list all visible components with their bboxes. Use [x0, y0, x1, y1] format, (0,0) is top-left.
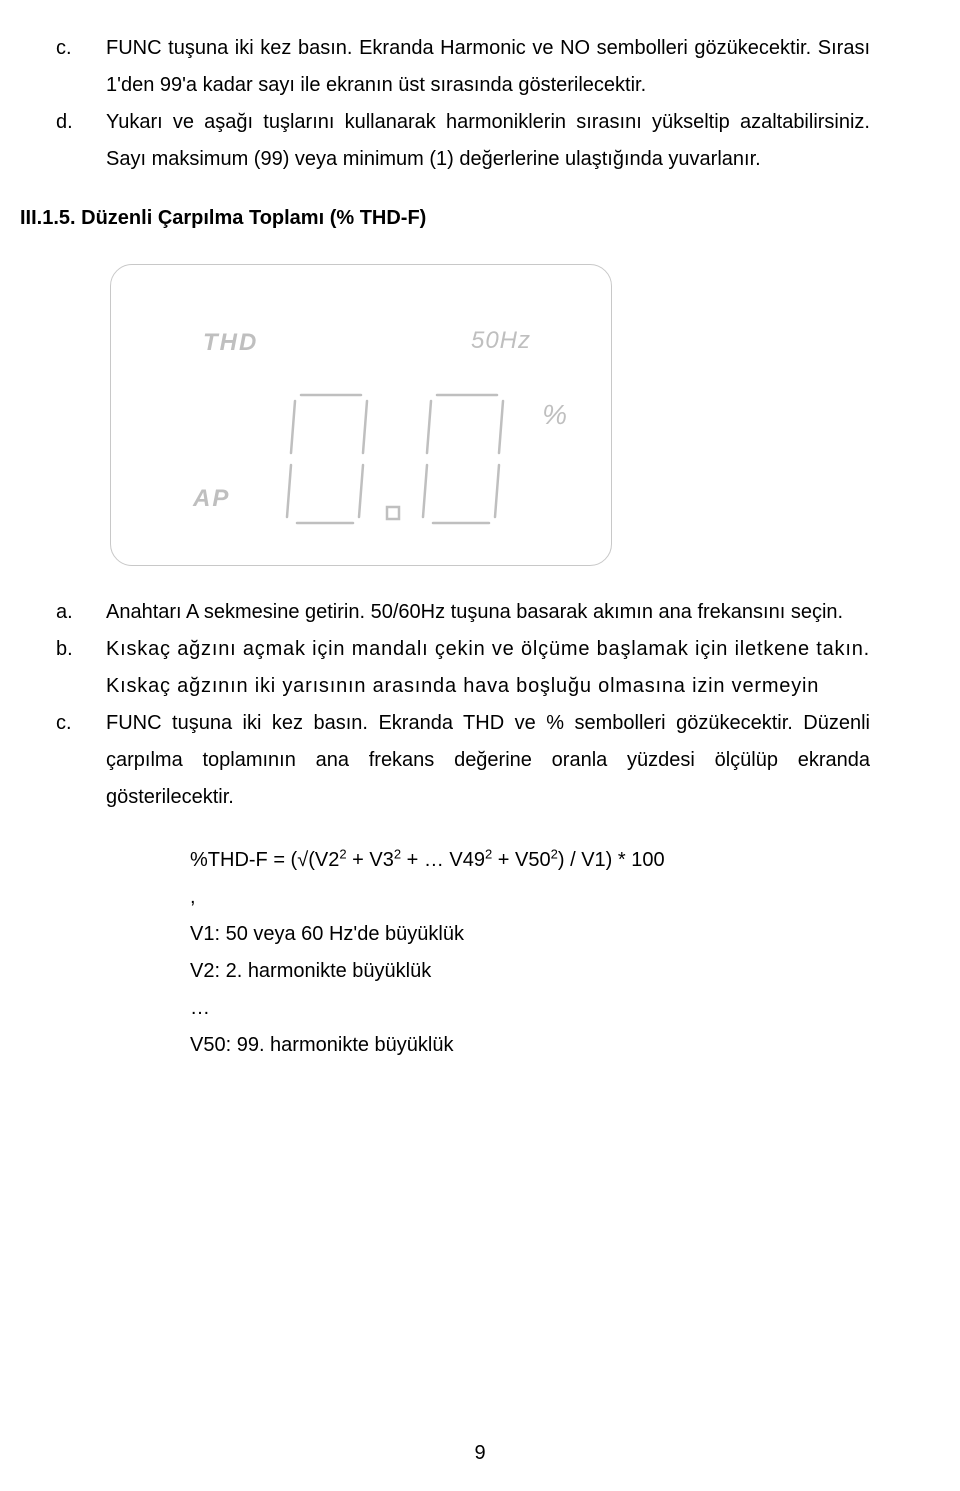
formula-part: + V50 — [492, 849, 550, 871]
lcd-thd-label: THD — [203, 329, 258, 357]
formula-sup: 2 — [339, 846, 346, 861]
page-number: 9 — [0, 1442, 960, 1465]
formula-part: + … V49 — [401, 849, 485, 871]
lcd-digits — [271, 389, 531, 529]
page-container: c. FUNC tuşuna iki kez basın. Ekranda Ha… — [0, 0, 960, 1491]
list-text: Kıskaç ağzını açmak için mandalı çekin v… — [106, 631, 870, 705]
list-text: Yukarı ve aşağı tuşlarını kullanarak har… — [106, 104, 870, 178]
list-item-b2: b. Kıskaç ağzını açmak için mandalı çeki… — [50, 631, 870, 705]
formula-v1: V1: 50 veya 60 Hz'de büyüklük — [190, 916, 870, 953]
section-heading: III.1.5. Düzenli Çarpılma Toplamı (% THD… — [20, 202, 870, 234]
list-marker: b. — [50, 631, 106, 705]
formula-sup: 2 — [551, 846, 558, 861]
formula-sup: 2 — [394, 846, 401, 861]
list-text: FUNC tuşuna iki kez basın. Ekranda Harmo… — [106, 30, 870, 104]
formula-block: %THD-F = (√(V22 + V32 + … V492 + V502) /… — [190, 842, 870, 1064]
list-item-a2: a. Anahtarı A sekmesine getirin. 50/60Hz… — [50, 594, 870, 631]
list-marker: a. — [50, 594, 106, 631]
formula-part: + V3 — [347, 849, 394, 871]
formula-part: ) / V1) * 100 — [558, 849, 665, 871]
list-text: Anahtarı A sekmesine getirin. 50/60Hz tu… — [106, 594, 870, 631]
list-item-d: d. Yukarı ve aşağı tuşlarını kullanarak … — [50, 104, 870, 178]
lcd-freq-label: 50Hz — [471, 327, 531, 355]
list-marker: c. — [50, 705, 106, 816]
formula-comma: , — [190, 879, 870, 916]
formula-v2: V2: 2. harmonikte büyüklük — [190, 953, 870, 990]
list-marker: c. — [50, 30, 106, 104]
formula-ellipsis: … — [190, 990, 870, 1027]
list-marker: d. — [50, 104, 106, 178]
lcd-ap-label: AP — [193, 485, 230, 513]
lcd-display: THD 50Hz AP % — [110, 264, 612, 566]
list-item-c2: c. FUNC tuşuna iki kez basın. Ekranda TH… — [50, 705, 870, 816]
lcd-percent-label: % — [542, 399, 569, 431]
formula-part: %THD-F = (√(V2 — [190, 849, 339, 871]
formula-main: %THD-F = (√(V22 + V32 + … V492 + V502) /… — [190, 842, 870, 879]
list-text: FUNC tuşuna iki kez basın. Ekranda THD v… — [106, 705, 870, 816]
lcd-display-wrap: THD 50Hz AP % — [110, 264, 870, 566]
list-item-c: c. FUNC tuşuna iki kez basın. Ekranda Ha… — [50, 30, 870, 104]
formula-v50: V50: 99. harmonikte büyüklük — [190, 1027, 870, 1064]
